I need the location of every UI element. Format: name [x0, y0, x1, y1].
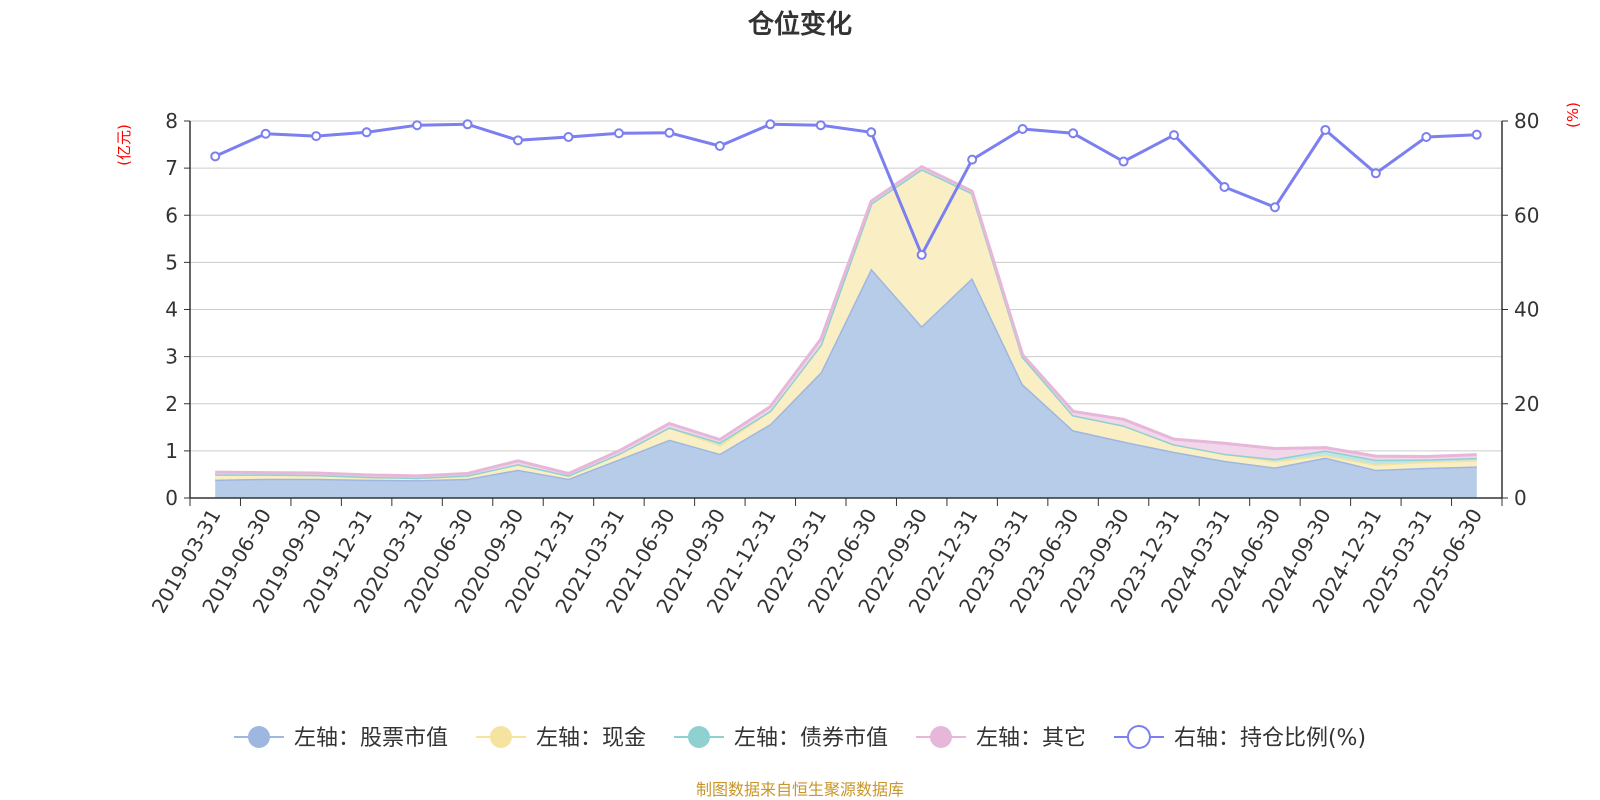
right-axis-tick-label: 60	[1514, 203, 1539, 227]
left-axis-unit: (亿元)	[115, 124, 133, 166]
left-axis-tick-label: 5	[165, 250, 178, 274]
ratio-point	[513, 135, 523, 146]
legend-item: 左轴：其它	[915, 726, 1086, 751]
legend-label: 右轴：持仓比例(%)	[1174, 726, 1366, 751]
ratio-point	[815, 120, 826, 131]
right-axis-tick-label: 40	[1514, 298, 1539, 322]
ratio-point	[1320, 124, 1331, 135]
right-axis-unit: (%)	[1564, 102, 1582, 128]
ratio-point	[210, 151, 221, 162]
legend-label: 左轴：现金	[536, 726, 646, 751]
right-axis-tick-label: 0	[1514, 486, 1527, 510]
ratio-point	[412, 120, 423, 131]
legend-marker	[929, 726, 952, 748]
legend-marker	[489, 726, 512, 748]
legend-label: 左轴：股票市值	[294, 726, 448, 751]
ratio-point	[613, 128, 624, 139]
right-axis-tick-label: 20	[1514, 392, 1539, 416]
ratio-point	[1370, 168, 1381, 179]
right-axis-tick-label: 80	[1514, 109, 1539, 133]
ratio-point	[664, 127, 675, 138]
ratio-point	[714, 140, 725, 151]
ratio-point	[1068, 128, 1079, 139]
left-axis-tick-label: 8	[165, 109, 178, 133]
ratio-point	[1269, 202, 1280, 213]
ratio-point	[765, 119, 776, 130]
ratio-point	[916, 249, 927, 260]
left-axis-tick-label: 7	[165, 156, 178, 180]
legend-item: 右轴：持仓比例(%)	[1113, 725, 1366, 751]
left-axis-tick-label: 0	[165, 486, 178, 510]
ratio-point	[1118, 156, 1129, 167]
area-line-左轴：其它	[215, 165, 1477, 478]
area-左轴：股票市值	[215, 268, 1477, 498]
ratio-point	[967, 154, 978, 165]
legend: 左轴：股票市值 左轴：现金 左轴：债券市值 左轴：其它 右轴：持仓比例(%)	[233, 725, 1366, 751]
ratio-point	[462, 119, 473, 130]
left-axis-tick-label: 4	[165, 298, 178, 322]
ratio-point	[361, 127, 372, 138]
ratio-point	[260, 128, 271, 139]
chart-title: 仓位变化	[747, 9, 852, 40]
ratio-point	[866, 127, 877, 138]
legend-marker	[687, 726, 710, 748]
data-source-note: 制图数据来自恒生聚源数据库	[696, 780, 904, 799]
legend-label: 左轴：其它	[976, 726, 1086, 751]
legend-marker	[1126, 725, 1151, 749]
ratio-point	[1219, 181, 1230, 192]
ratio-point	[563, 132, 574, 143]
ratio-point	[311, 131, 322, 142]
ratio-point	[1169, 130, 1179, 141]
ratio-point	[1017, 124, 1028, 135]
legend-marker	[247, 726, 270, 748]
left-axis-tick-label: 6	[165, 203, 178, 227]
legend-item: 左轴：债券市值	[673, 726, 888, 751]
stacked-areas	[215, 165, 1477, 498]
left-axis-tick-label: 1	[165, 439, 178, 463]
legend-item: 左轴：股票市值	[233, 726, 448, 751]
left-axis-tick-label: 2	[165, 392, 178, 416]
left-axis-tick-label: 3	[165, 345, 178, 369]
ratio-line	[214, 122, 1477, 257]
holding-ratio-series	[210, 119, 1482, 260]
legend-item: 左轴：现金	[475, 726, 646, 751]
ratio-point	[1421, 132, 1432, 143]
legend-label: 左轴：债券市值	[734, 726, 888, 751]
ratio-point	[1471, 129, 1482, 140]
